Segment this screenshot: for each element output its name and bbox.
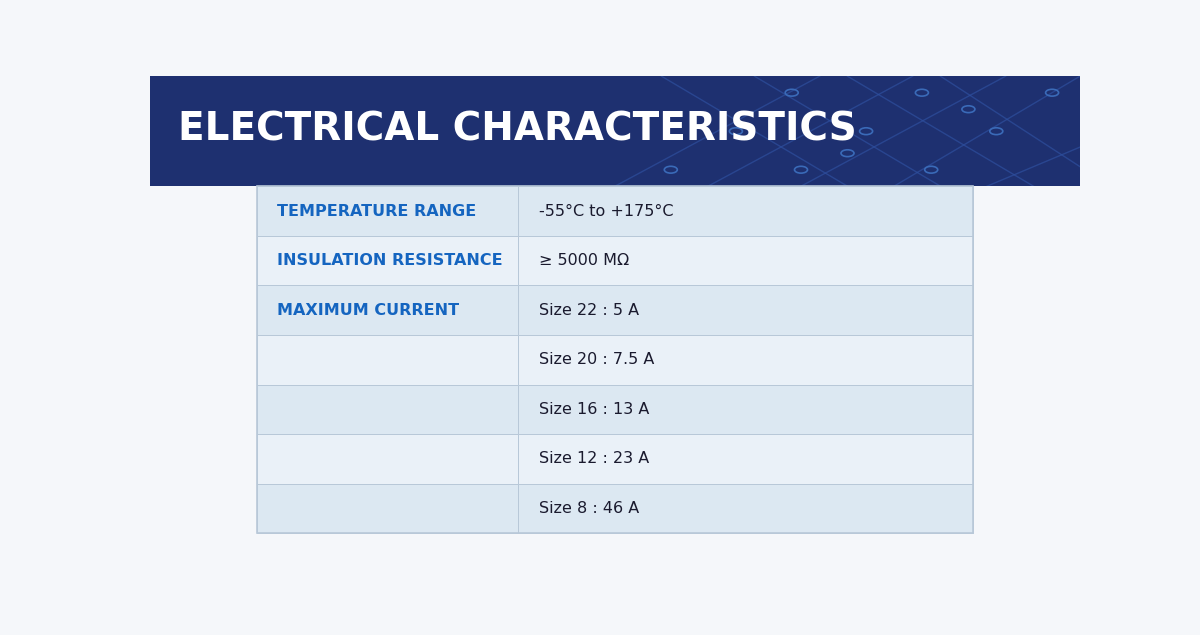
Bar (257, 186, 973, 533)
Bar (518, 186, 973, 236)
Bar (518, 236, 973, 285)
Bar (257, 236, 518, 285)
Text: ≥ 5000 MΩ: ≥ 5000 MΩ (539, 253, 629, 268)
Bar (150, 76, 1080, 186)
Bar (518, 385, 973, 434)
Bar (257, 335, 518, 385)
Text: Size 16 : 13 A: Size 16 : 13 A (539, 402, 649, 417)
Text: ELECTRICAL CHARACTERISTICS: ELECTRICAL CHARACTERISTICS (178, 110, 857, 148)
Bar (150, 186, 1080, 565)
Bar (257, 434, 518, 484)
Bar (257, 484, 518, 533)
Bar (257, 385, 518, 434)
Text: INSULATION RESISTANCE: INSULATION RESISTANCE (277, 253, 503, 268)
Text: MAXIMUM CURRENT: MAXIMUM CURRENT (277, 303, 460, 318)
Text: Size 22 : 5 A: Size 22 : 5 A (539, 303, 638, 318)
Bar (257, 186, 518, 236)
Bar (518, 434, 973, 484)
Bar (518, 484, 973, 533)
Text: Size 8 : 46 A: Size 8 : 46 A (539, 501, 640, 516)
Text: TEMPERATURE RANGE: TEMPERATURE RANGE (277, 203, 476, 218)
Bar (518, 335, 973, 385)
Text: Size 12 : 23 A: Size 12 : 23 A (539, 451, 649, 467)
Bar (257, 285, 518, 335)
Text: -55°C to +175°C: -55°C to +175°C (539, 203, 673, 218)
Bar (518, 285, 973, 335)
Text: Size 20 : 7.5 A: Size 20 : 7.5 A (539, 352, 654, 367)
